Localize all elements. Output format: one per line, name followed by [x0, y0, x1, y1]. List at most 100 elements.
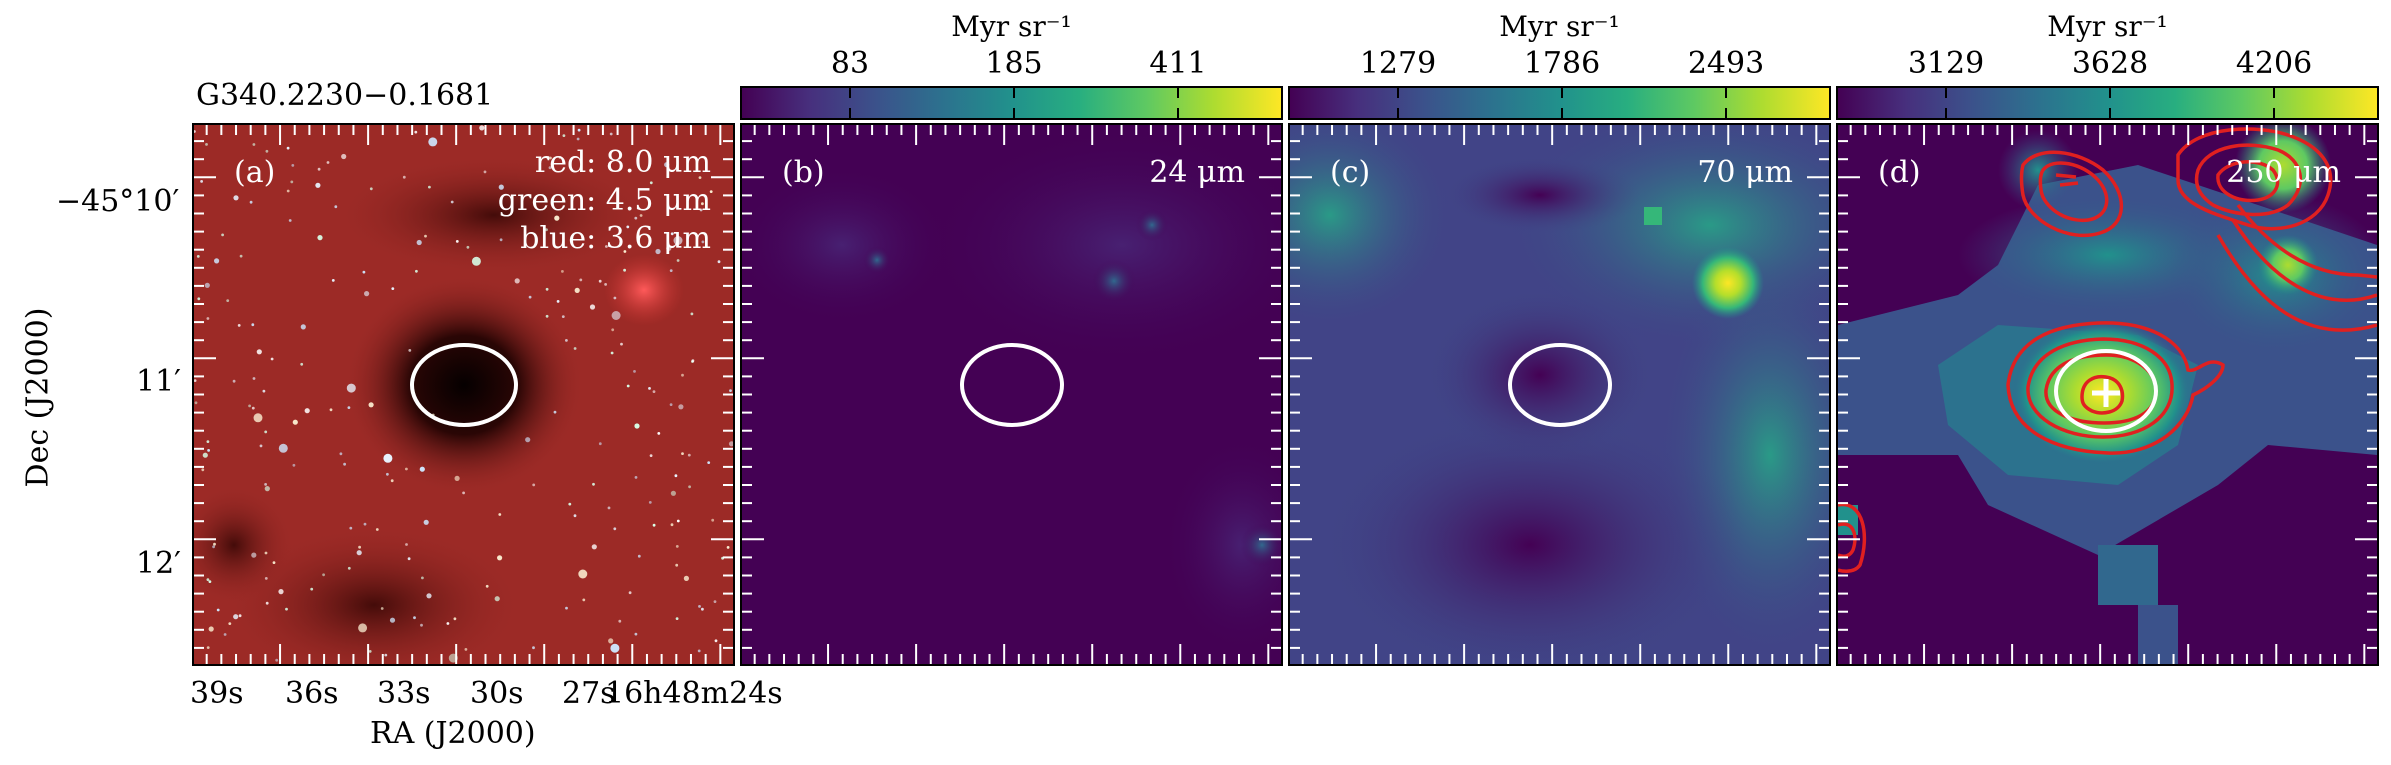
star — [553, 410, 557, 414]
star — [221, 233, 224, 237]
star — [317, 167, 321, 171]
star — [369, 187, 373, 191]
colorbar-tick: 83 — [830, 46, 870, 81]
star — [554, 215, 560, 221]
star — [639, 214, 643, 217]
ra-tick-label: 39s — [190, 676, 244, 711]
star — [497, 555, 503, 561]
star — [726, 546, 730, 549]
star — [578, 569, 588, 579]
star — [253, 413, 263, 423]
star — [450, 200, 454, 204]
star — [498, 513, 502, 516]
star — [331, 279, 335, 282]
star — [709, 190, 713, 193]
star — [499, 238, 503, 242]
star — [576, 137, 580, 141]
panel-label: (c) — [1330, 155, 1371, 190]
star — [691, 359, 695, 363]
star — [386, 472, 389, 476]
star — [368, 650, 372, 653]
star — [613, 527, 617, 531]
star — [391, 287, 395, 290]
star — [347, 406, 351, 409]
star — [275, 658, 279, 662]
panel-label: (b) — [782, 155, 825, 190]
star — [216, 608, 220, 612]
ra-tick-label: 33s — [377, 676, 431, 711]
wavelength-label: 24 μm — [1149, 155, 1245, 190]
star — [228, 622, 232, 625]
panel-label: (d) — [1878, 155, 1921, 190]
star — [676, 259, 680, 262]
star — [568, 502, 572, 506]
star — [285, 607, 288, 611]
star — [264, 486, 270, 492]
star — [213, 542, 216, 546]
panel-label: (a) — [234, 155, 276, 190]
star — [608, 638, 614, 644]
star — [194, 379, 197, 382]
star — [545, 287, 549, 291]
star — [206, 578, 210, 581]
star — [598, 279, 602, 283]
star — [681, 373, 684, 377]
star — [707, 461, 711, 464]
star — [310, 587, 314, 591]
star — [690, 312, 694, 316]
star — [494, 596, 500, 602]
star — [548, 166, 552, 170]
star — [561, 270, 564, 273]
colorbar-tick: 3129 — [1907, 46, 1985, 81]
star — [265, 149, 269, 153]
star — [206, 317, 210, 320]
star — [251, 406, 255, 410]
star — [582, 598, 586, 602]
star — [278, 589, 284, 595]
star — [549, 156, 552, 160]
star — [413, 616, 416, 620]
star — [729, 389, 732, 392]
star — [208, 626, 214, 632]
ra-tick-label: 27s — [562, 676, 616, 711]
star — [402, 175, 406, 179]
star — [626, 225, 630, 229]
star — [208, 580, 212, 583]
star — [356, 550, 362, 556]
star — [675, 617, 679, 620]
star — [346, 383, 356, 393]
wavelength-label: 250 μm — [2226, 155, 2341, 190]
star — [688, 485, 691, 489]
star — [358, 623, 368, 633]
star — [264, 577, 268, 580]
star — [591, 544, 597, 550]
star — [592, 482, 595, 486]
star — [670, 523, 674, 527]
panel-b-24um-image: (b) 24 μm — [740, 123, 1283, 666]
star — [300, 362, 304, 366]
star — [454, 475, 460, 481]
star — [676, 519, 680, 523]
star — [270, 357, 274, 361]
star — [664, 162, 670, 168]
star — [714, 639, 718, 643]
star — [292, 463, 296, 467]
star — [384, 653, 388, 657]
star — [252, 377, 256, 380]
colorbar-24um — [740, 86, 1283, 120]
star — [623, 268, 626, 272]
star — [464, 648, 468, 651]
colorbar-unit: Myr sr⁻¹ — [1499, 10, 1620, 43]
star — [251, 552, 257, 558]
star — [405, 467, 408, 471]
star — [304, 408, 310, 414]
star — [239, 254, 243, 258]
star — [670, 490, 676, 496]
star — [565, 606, 568, 610]
target-ellipse — [2054, 349, 2158, 433]
star — [637, 554, 641, 558]
star — [687, 453, 691, 457]
colorbar-70um — [1288, 86, 1831, 120]
star — [589, 304, 596, 310]
